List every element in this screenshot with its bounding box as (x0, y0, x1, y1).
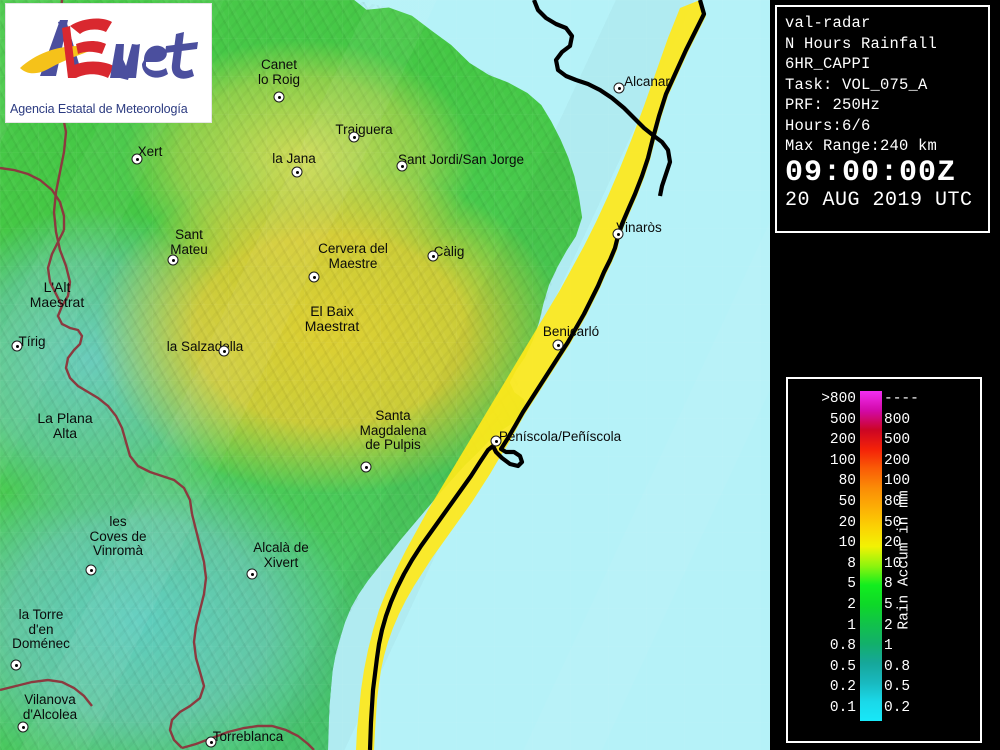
place-marker-icon (613, 82, 625, 94)
place-label: Torreblanca (212, 729, 284, 744)
place-marker-icon (11, 340, 23, 352)
place-label: Benicarló (542, 324, 600, 339)
place-label: Alcanar (624, 74, 670, 89)
place-label: les Coves de Vinromà (89, 514, 147, 558)
place-marker-icon (85, 564, 97, 576)
info-product: N Hours Rainfall (785, 34, 938, 53)
place-marker-icon (396, 160, 408, 172)
info-max-range: Max Range:240 km (785, 137, 938, 155)
info-radar-name: val-radar (785, 14, 871, 32)
info-task: Task: VOL_075_A (785, 75, 928, 94)
place-label: Alcalà de Xivert (253, 540, 309, 570)
info-date: 20 AUG 2019 UTC (785, 188, 973, 212)
info-mode: 6HR_CAPPI (785, 55, 871, 73)
place-marker-icon (218, 345, 230, 357)
place-labels-layer: Canet lo Roig Alcanar Traiguera la Jana Sant… (0, 0, 770, 750)
info-hours: Hours:6/6 (785, 116, 871, 135)
place-marker-icon (167, 254, 179, 266)
aemet-wordmark (20, 18, 198, 80)
place-marker-icon (348, 131, 360, 143)
place-label: Sant Jordi/San Jorge (397, 152, 525, 167)
place-label: Cervera del Maestre (318, 241, 388, 271)
place-marker-icon (17, 721, 29, 733)
place-label: La Plana Alta (37, 410, 93, 441)
place-label: Canet lo Roig (257, 57, 301, 87)
place-label: Xert (137, 144, 163, 159)
place-label: Traiguera (335, 122, 393, 137)
place-marker-icon (552, 339, 564, 351)
legend-colorbar (860, 391, 882, 721)
place-label: la Salzadella (166, 339, 244, 354)
legend-upper-bounds: ---- 800 500 200 100 80 50 20 10 8 5 2 1… (884, 391, 919, 716)
place-label: Sant Mateu (170, 227, 208, 257)
place-label: Peníscola/Peñíscola (498, 429, 622, 444)
logo-subtitle: Agencia Estatal de Meteorología (10, 102, 188, 116)
place-marker-icon (360, 461, 372, 473)
place-marker-icon (427, 250, 439, 262)
place-label: la Torre d'en Doménec (12, 607, 70, 651)
legend-axis-title: Rain Accum in mm (896, 490, 913, 630)
radar-info-box: val-radar N Hours Rainfall 6HR_CAPPI Tas… (775, 5, 990, 233)
place-label: la Jana (272, 151, 316, 166)
place-marker-icon (308, 271, 320, 283)
place-label: El Baix Maestrat (304, 303, 360, 334)
place-label: Vinaròs (616, 220, 662, 235)
place-label: Tírig (18, 334, 46, 349)
place-label: Santa Magdalena de Pulpis (359, 408, 427, 452)
info-prf: PRF: 250Hz (785, 96, 881, 114)
right-panel: val-radar N Hours Rainfall 6HR_CAPPI Tas… (770, 0, 1000, 750)
place-marker-icon (612, 228, 624, 240)
rainfall-color-legend: >800 500 200 100 80 50 20 10 8 5 2 1 0.8… (786, 377, 982, 743)
place-marker-icon (490, 435, 502, 447)
radar-map[interactable]: Canet lo Roig Alcanar Traiguera la Jana Sant… (0, 0, 770, 750)
place-label: Vilanova d'Alcolea (22, 692, 78, 722)
info-time: 09:00:00Z (785, 155, 957, 190)
place-marker-icon (291, 166, 303, 178)
place-marker-icon (246, 568, 258, 580)
legend-lower-bounds: >800 500 200 100 80 50 20 10 8 5 2 1 0.8… (821, 391, 856, 716)
place-marker-icon (205, 736, 217, 748)
place-marker-icon (273, 91, 285, 103)
place-marker-icon (131, 153, 143, 165)
place-label: Càlig (433, 244, 465, 259)
place-marker-icon (10, 659, 22, 671)
aemet-logo: Agencia Estatal de Meteorología (6, 4, 211, 122)
place-label: L'Alt Maestrat (29, 279, 85, 310)
